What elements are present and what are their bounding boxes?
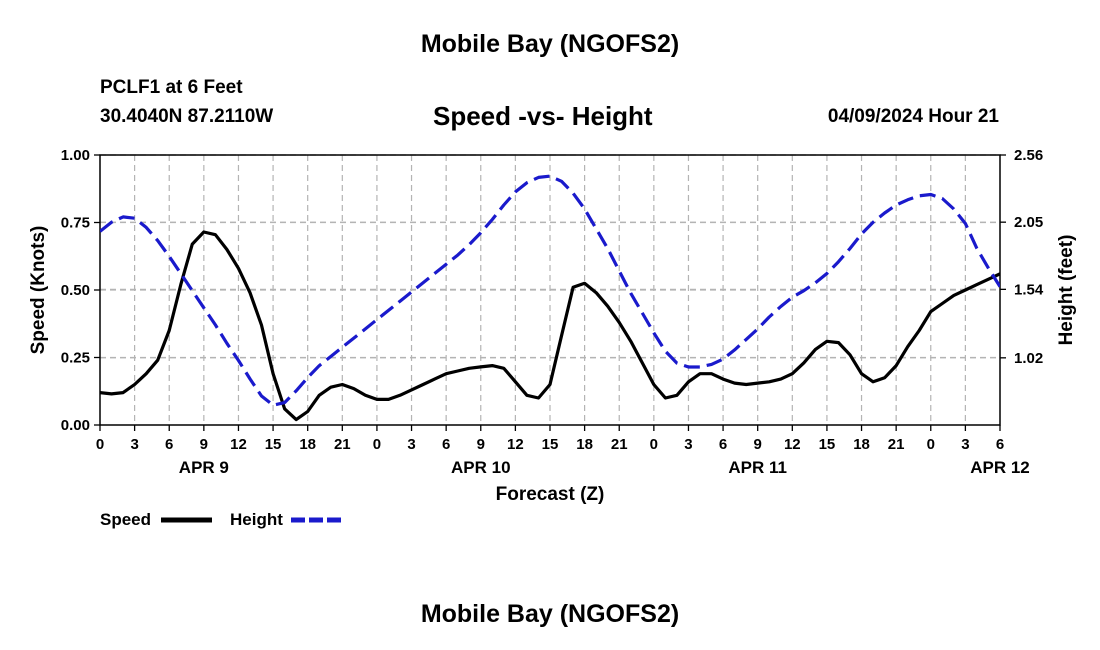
x-tick-label: 3 — [961, 436, 969, 453]
y-tick-label: 0.50 — [61, 282, 90, 299]
y-tick-label: 0.00 — [61, 417, 90, 434]
x-tick-label: 12 — [784, 436, 801, 453]
chart-subtitle: Speed -vs- Height — [433, 101, 653, 131]
y-tick-label: 0.25 — [61, 350, 90, 367]
x-tick-label: 0 — [650, 436, 658, 453]
x-tick-label: 0 — [927, 436, 935, 453]
x-tick-label: 21 — [334, 436, 351, 453]
height-series-line — [100, 174, 1000, 407]
y2-tick-label: 1.02 — [1014, 350, 1043, 367]
footer-title: Mobile Bay (NGOFS2) — [420, 600, 680, 628]
x-tick-label: 3 — [130, 436, 138, 453]
date-label: APR 11 — [728, 458, 787, 477]
x-tick-label: 3 — [407, 436, 415, 453]
y2-axis-title: Height (feet) — [1056, 235, 1077, 346]
x-tick-label: 0 — [373, 436, 381, 453]
x-tick-label: 0 — [96, 436, 104, 453]
y-axis-title: Speed (Knots) — [28, 226, 49, 355]
x-tick-label: 9 — [477, 436, 485, 453]
x-tick-label: 21 — [611, 436, 628, 453]
y2-tick-label: 2.56 — [1014, 147, 1043, 164]
speed-height-chart: 0 3 6 9 12 15 18 21 0 3 6 9 12 15 18 21 0 3 6 9 12 15 18 21 0 3 6A… — [28, 147, 1077, 529]
x-tick-label: 12 — [507, 436, 524, 453]
x-tick-label: 6 — [719, 436, 727, 453]
y-tick-label: 0.75 — [61, 215, 90, 232]
x-tick-label: 3 — [684, 436, 692, 453]
station-label: PCLF1 at 6 Feet — [100, 77, 243, 98]
x-tick-label: 18 — [853, 436, 870, 453]
y2-tick-label: 1.54 — [1014, 281, 1044, 298]
x-tick-label: 15 — [542, 436, 559, 453]
x-tick-label: 6 — [442, 436, 450, 453]
x-tick-label: 15 — [819, 436, 836, 453]
date-label: APR 9 — [179, 458, 229, 477]
run-time-label: 04/09/2024 Hour 21 — [827, 106, 999, 127]
y2-tick-label: 2.05 — [1014, 214, 1043, 231]
x-tick-label: 9 — [200, 436, 208, 453]
date-label: APR 12 — [970, 458, 1030, 477]
x-tick-label: 15 — [265, 436, 282, 453]
x-tick-label: 6 — [996, 436, 1004, 453]
main-title: Mobile Bay (NGOFS2) — [420, 30, 680, 58]
x-tick-label: 18 — [576, 436, 593, 453]
date-label: APR 10 — [451, 458, 511, 477]
x-tick-label: 12 — [230, 436, 247, 453]
x-tick-label: 18 — [299, 436, 316, 453]
x-axis-title: Forecast (Z) — [496, 484, 605, 505]
x-tick-label: 9 — [754, 436, 762, 453]
x-tick-label: 6 — [165, 436, 173, 453]
legend-speed-label: Speed — [100, 510, 151, 529]
coordinates-label: 30.4040N 87.2110W — [100, 106, 274, 127]
x-tick-label: 21 — [888, 436, 905, 453]
speed-series-line — [100, 230, 1000, 422]
y-tick-label: 1.00 — [61, 147, 90, 164]
legend-height-label: Height — [230, 510, 283, 529]
